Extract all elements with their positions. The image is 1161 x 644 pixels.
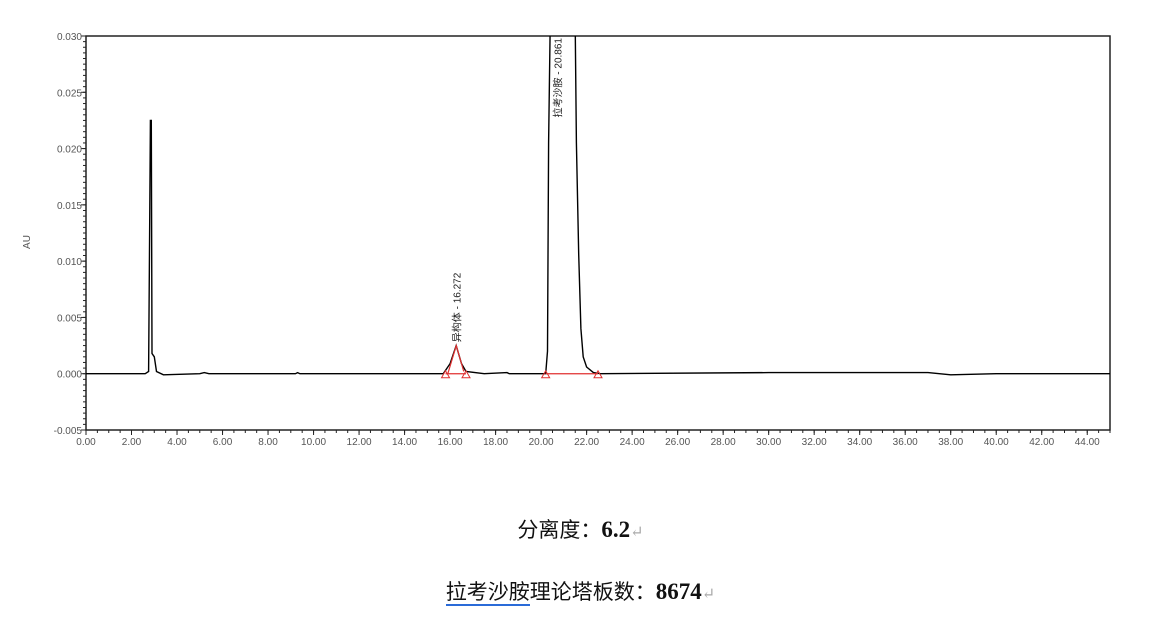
x-tick-label: 38.00 (938, 437, 963, 448)
x-tick-label: 14.00 (392, 437, 417, 448)
paragraph-mark: ↵ (630, 522, 644, 541)
x-tick-label: 18.00 (483, 437, 508, 448)
x-tick-label: 0.00 (76, 437, 96, 448)
integration-marker (593, 369, 603, 379)
integrated-peak-outline (447, 343, 465, 374)
x-tick-label: 36.00 (893, 437, 918, 448)
x-tick-label: 28.00 (711, 437, 736, 448)
x-tick-label: 20.00 (529, 437, 554, 448)
x-tick-label: 22.00 (574, 437, 599, 448)
plates-label: 理论塔板数： (529, 580, 656, 604)
x-tick-label: 6.00 (213, 437, 233, 448)
y-tick-label: 0.000 (57, 370, 82, 381)
y-tick-label: 0.005 (57, 313, 82, 324)
x-tick-label: 24.00 (620, 437, 645, 448)
chromatogram-trace (86, 36, 1110, 376)
peak-label: 异构体 - 16.272 (450, 272, 463, 342)
x-tick-label: 40.00 (984, 437, 1009, 448)
x-tick-label: 34.00 (847, 437, 872, 448)
resolution-label: 分离度： (517, 518, 602, 542)
plates-line: 拉考沙胺理论塔板数：8674↵ (0, 576, 1161, 606)
y-tick-label: -0.005 (54, 426, 83, 437)
y-tick-label: 0.020 (57, 145, 82, 156)
x-tick-label: 2.00 (122, 437, 142, 448)
x-tick-label: 26.00 (665, 437, 690, 448)
x-tick-label: 10.00 (301, 437, 326, 448)
x-tick-label: 16.00 (438, 437, 463, 448)
integration-marker (461, 369, 471, 379)
paragraph-mark: ↵ (701, 584, 716, 603)
resolution-line: 分离度：6.2↵ (0, 514, 1161, 544)
y-tick-label: 0.015 (57, 201, 82, 212)
y-tick-label: 0.025 (57, 88, 82, 99)
chromatogram-chart: 0.00 2.00 4.00 6.00 8.00 10.00 12.00 14.00 16.00… (22, 32, 1111, 448)
x-tick-label: 44.00 (1075, 437, 1100, 448)
resolution-value: 6.2 (601, 517, 631, 542)
x-tick-label: 12.00 (347, 437, 372, 448)
plates-value: 8674 (655, 579, 702, 604)
y-tick-label: 0.010 (57, 257, 82, 268)
plates-label-compound: 拉考沙胺 (445, 580, 530, 606)
x-tick-label: 42.00 (1029, 437, 1054, 448)
integration-marker (540, 369, 551, 379)
x-tick-label: 32.00 (802, 437, 827, 448)
x-tick-label: 30.00 (756, 437, 781, 448)
x-tick-label: 8.00 (258, 437, 278, 448)
integration-marker (440, 369, 451, 379)
y-axis-label: AU (22, 235, 33, 249)
x-tick-label: 4.00 (167, 437, 187, 448)
y-tick-label: 0.030 (57, 32, 82, 43)
peak-label: 拉考沙胺 - 20.861 (552, 38, 565, 118)
